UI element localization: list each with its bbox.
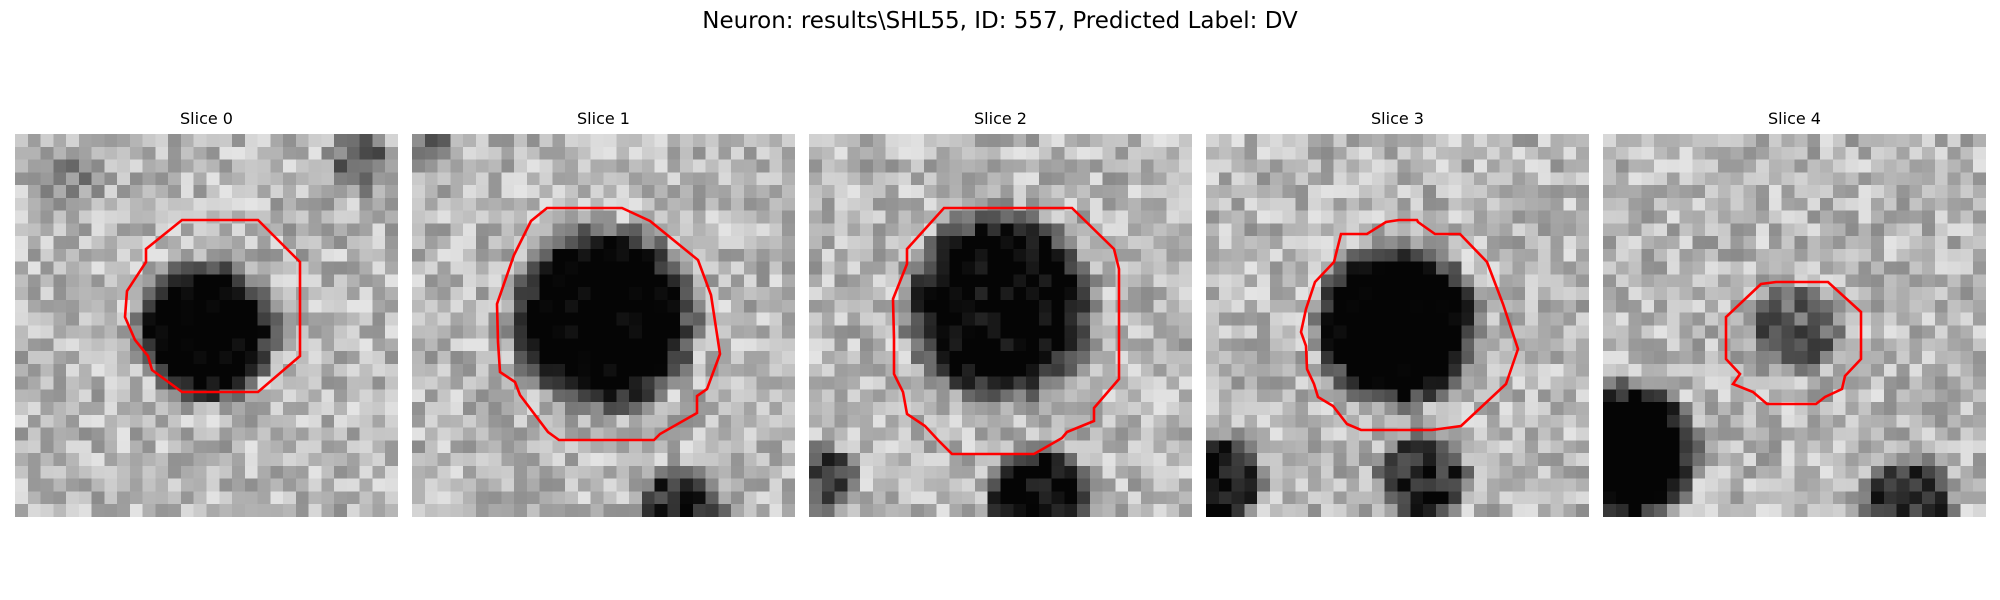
figure-title: Neuron: results\SHL55, ID: 557, Predicte…	[702, 8, 1298, 34]
slice-2-panel	[809, 134, 1192, 517]
slice-4-panel	[1603, 134, 1986, 517]
slice-1-image	[412, 134, 795, 517]
slice-0-contour-layer	[123, 218, 302, 394]
slice-1-roi-contour	[495, 206, 722, 442]
slice-3-roi-contour	[1299, 218, 1520, 432]
slice-3-contour-layer	[1299, 218, 1520, 432]
slice-4-roi-contour	[1724, 280, 1863, 406]
slice-0-image	[15, 134, 398, 517]
slice-4-title: Slice 4	[1768, 109, 1821, 128]
slice-0-title: Slice 0	[180, 109, 233, 128]
slice-2-roi-contour	[891, 206, 1121, 456]
slice-3-image	[1206, 134, 1589, 517]
slice-3-title: Slice 3	[1371, 109, 1424, 128]
slice-0-roi-contour	[123, 218, 302, 394]
slice-1-panel	[412, 134, 795, 517]
slice-2-contour-layer	[891, 206, 1121, 456]
slice-1-title: Slice 1	[577, 109, 630, 128]
slice-0-panel	[15, 134, 398, 517]
slice-3-panel	[1206, 134, 1589, 517]
slice-1-contour-layer	[495, 206, 722, 442]
slice-2-title: Slice 2	[974, 109, 1027, 128]
slice-4-image	[1603, 134, 1986, 517]
slice-4-contour-layer	[1724, 280, 1863, 406]
